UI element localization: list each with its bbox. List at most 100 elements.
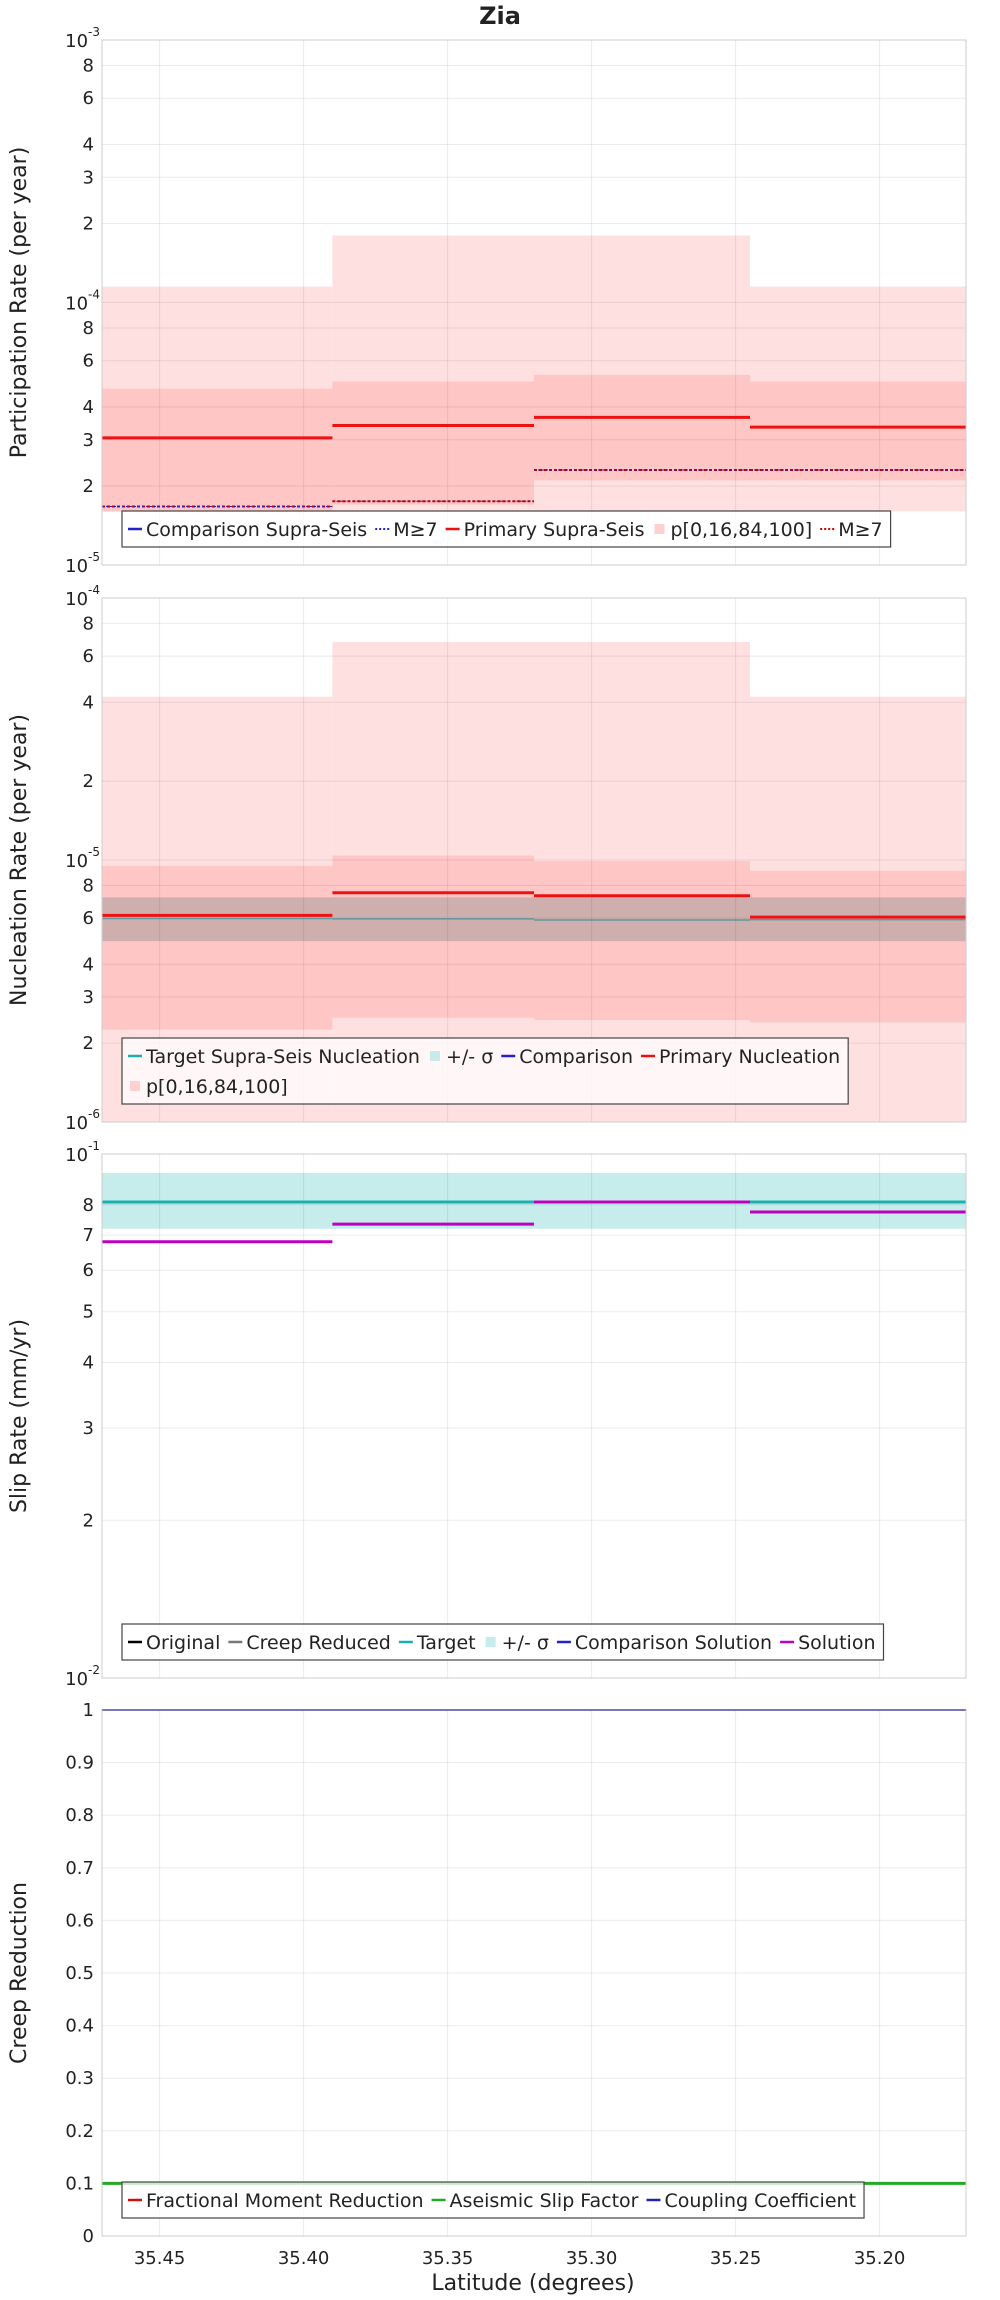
legend-item: Comparison Solution [556,1632,772,1654]
legend-box [121,2181,865,2219]
band-2 [102,388,333,512]
panel-4: 0 0.1 0.2 0.3 0.4 0.5 0.6 0.7 0.8 0.9 1 Creep Reduc… [7,1700,967,2269]
legend-item: Target [398,1632,476,1654]
legend-item: Comparison [501,1046,633,1068]
legend-item: Aseismic Slip Factor [431,2190,639,2212]
y-tick-label: 10-4 [65,583,100,610]
y-tick-label: 4 [83,692,94,713]
legend-item: Fractional Moment Reduction [128,2190,424,2212]
y-tick-label: 0.6 [65,1910,94,1931]
y-tick-label: 4 [83,954,94,975]
legend-label: Primary Supra-Seis [464,519,645,541]
panel-2: 10-6 2 3 4 6 8 10-5 2 4 6 8 10-4 Nucleation Rate (pe… [7,583,967,1134]
series-solution [102,1200,966,1244]
y-tick-label: 8 [83,613,94,634]
y-tick-label: 10-2 [65,1663,100,1690]
legend: Comparison Supra-Seis M≥7 Primary Supra-Se… [121,510,892,548]
legend: Original Creep Reduced Target +/- σ Comparis… [121,1623,885,1661]
y-tick-label: 3 [83,167,94,188]
y-tick-label: 1 [83,1700,94,1721]
y-tick-label: 10-5 [65,845,100,872]
chart-panels: 10-5 2 3 4 6 8 10-4 2 3 4 6 8 10-3 Participation Rate… [7,25,967,2269]
legend-item: p[0,16,84,100] [654,519,812,541]
legend-item: M≥7 [375,519,438,541]
x-tick-label: 35.35 [422,2248,474,2269]
legend-label: M≥7 [393,519,437,541]
plot-frame [101,39,967,566]
y-tick-label: 4 [83,1353,94,1374]
y-tick-label: 0.4 [65,2016,94,2037]
x-tick-label: 35.40 [278,2248,330,2269]
y-tick-label: 6 [83,88,94,109]
plot-frame [101,1709,967,2237]
y-tick-label: 2 [83,476,94,497]
legend-item: Original [128,1632,220,1654]
x-tick-label: 35.20 [854,2248,906,2269]
y-tick-label: 3 [83,1418,94,1439]
band-2 [750,870,966,1023]
plot-frame [101,597,967,1123]
x-tick-label: 35.25 [710,2248,762,2269]
y-tick-label: 0.1 [65,2173,94,2194]
legend-label: Target [416,1632,476,1654]
y-tick-label: 0.2 [65,2121,94,2142]
legend-item: Comparison Supra-Seis [128,519,367,541]
y-axis-label: Nucleation Rate (per year) [7,714,32,1006]
legend-swatch [130,1081,140,1091]
legend-label: +/- σ [446,1046,493,1068]
legend-item: p[0,16,84,100] [130,1076,288,1098]
legend: Fractional Moment Reduction Aseismic Slip… [121,2181,865,2219]
legend-item: Primary Nucleation [641,1046,840,1068]
series-m-7 [102,469,966,508]
x-tick-label: 35.45 [134,2248,186,2269]
legend-label: Original [146,1632,220,1654]
legend-item: +/- σ [485,1632,549,1654]
legend-item: Solution [780,1632,876,1654]
series-primary-supra-seis [102,415,966,440]
y-tick-label: 0 [83,2226,94,2247]
y-tick-label: 10-3 [65,25,100,52]
legend-label: Comparison [519,1046,633,1068]
legend: Target Supra-Seis Nucleation +/- σ Compari… [121,1037,849,1105]
y-tick-label: 2 [83,1033,94,1054]
y-tick-label: 4 [83,397,94,418]
y-tick-label: 8 [83,318,94,339]
y-axis-label: Slip Rate (mm/yr) [7,1319,32,1513]
legend-label: Comparison Supra-Seis [146,519,367,541]
plot-area [102,1710,966,2236]
y-tick-label: 7 [83,1225,94,1246]
legend-label: Fractional Moment Reduction [146,2190,424,2212]
legend-label: Solution [798,1632,875,1654]
y-tick-label: 8 [83,1195,94,1216]
y-tick-label: 5 [83,1302,94,1323]
y-tick-label: 2 [83,213,94,234]
y-tick-label: 8 [83,55,94,76]
series-target-supra-seis-nucleation [102,917,966,921]
legend-item: M≥7 [820,519,883,541]
legend-item: Creep Reduced [228,1632,391,1654]
y-tick-label: 4 [83,134,94,155]
legend-label: Coupling Coefficient [664,2190,856,2212]
y-tick-label: 0.8 [65,1805,94,1826]
legend-label: Comparison Solution [575,1632,772,1654]
y-tick-label: 2 [83,1510,94,1531]
y-tick-label: 10-1 [65,1139,100,1166]
y-tick-label: 6 [83,1260,94,1281]
y-tick-label: 6 [83,646,94,667]
band-2 [750,381,966,481]
legend-item: Target Supra-Seis Nucleation [128,1046,420,1068]
legend-item: Primary Supra-Seis [445,519,645,541]
legend-label: p[0,16,84,100] [670,519,812,541]
legend-label: Creep Reduced [246,1632,390,1654]
y-tick-label: 0.7 [65,1858,94,1879]
legend-box [121,1037,849,1105]
legend-box [121,1623,885,1661]
y-axis-label: Creep Reduction [7,1882,32,2064]
series-primary-nucleation [102,891,966,919]
legend-swatch [429,1051,440,1061]
chart-title: Zia [479,2,521,30]
y-tick-label: 6 [83,351,94,372]
legend-item: Coupling Coefficient [646,2190,856,2212]
y-axis-label: Participation Rate (per year) [7,147,32,459]
